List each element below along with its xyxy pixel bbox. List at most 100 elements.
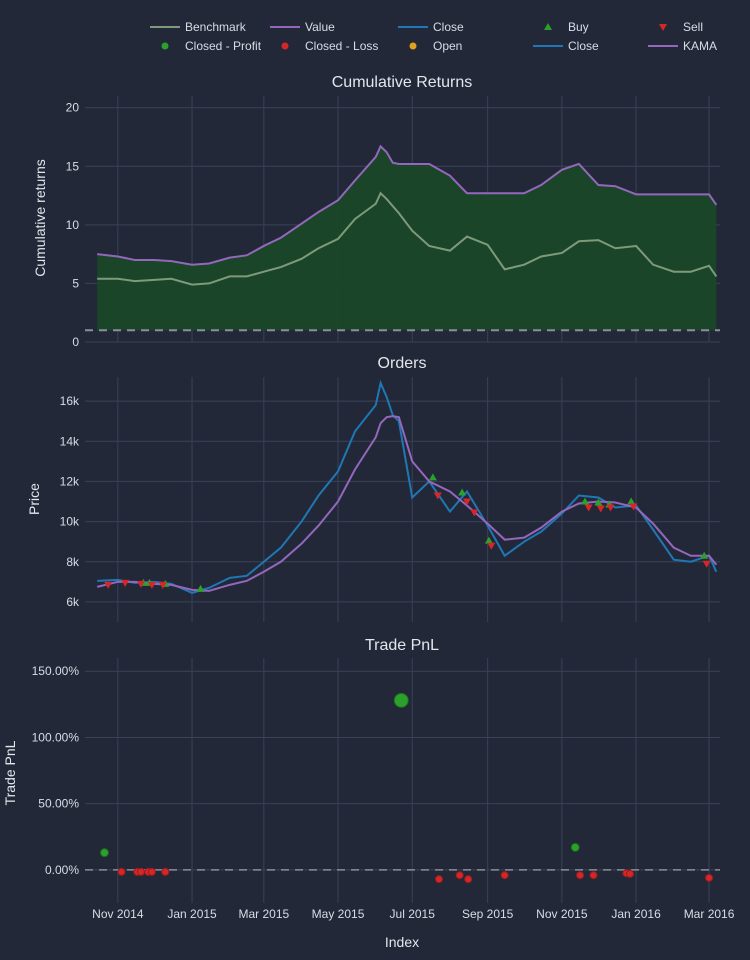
legend-label: Close bbox=[433, 20, 464, 34]
legend-label: Closed - Profit bbox=[185, 39, 262, 53]
legend-dot-swatch bbox=[409, 42, 417, 50]
trade-pnl-title: Trade PnL bbox=[365, 637, 439, 654]
legend-item[interactable]: Sell bbox=[659, 20, 703, 34]
cumulative-returns-ylabel: Cumulative returns bbox=[32, 159, 48, 277]
y-tick-label: 10 bbox=[66, 218, 80, 232]
legend-label: Benchmark bbox=[185, 20, 247, 34]
x-tick-label: Jan 2015 bbox=[167, 907, 217, 921]
buy-marker[interactable] bbox=[627, 497, 636, 505]
x-tick-label: Sep 2015 bbox=[462, 907, 514, 921]
legend-dot-swatch bbox=[281, 42, 289, 50]
y-tick-label: 15 bbox=[66, 159, 80, 173]
value-line bbox=[97, 144, 718, 266]
y-tick-label: 6k bbox=[66, 595, 80, 609]
legend-item[interactable]: Value bbox=[270, 20, 335, 34]
sell-marker[interactable] bbox=[470, 509, 479, 517]
closed-loss-dot[interactable] bbox=[576, 871, 585, 880]
sell-marker[interactable] bbox=[487, 542, 496, 550]
sell-marker[interactable] bbox=[606, 504, 615, 512]
cumulative-returns-panel: Cumulative Returns Cumulative returns 0 5… bbox=[32, 74, 720, 349]
trade-pnl-ylabel: Trade PnL bbox=[2, 740, 18, 805]
trade-pnl-panel: Trade PnL Trade PnL Index 0.00% 50.00% 100… bbox=[2, 637, 735, 950]
legend-label: Closed - Loss bbox=[305, 39, 378, 53]
y-tick-label: 20 bbox=[66, 101, 80, 115]
closed-loss-dot[interactable] bbox=[500, 871, 509, 880]
closed-loss-dot[interactable] bbox=[705, 873, 714, 882]
sell-marker[interactable] bbox=[596, 505, 605, 513]
closed-loss-dot[interactable] bbox=[455, 871, 464, 880]
legend-item[interactable]: Closed - Profit bbox=[161, 39, 262, 53]
y-tick-label: 10k bbox=[60, 515, 80, 529]
legend-item[interactable]: Benchmark bbox=[150, 20, 247, 34]
cumulative-returns-title: Cumulative Returns bbox=[332, 74, 473, 91]
sell-marker[interactable] bbox=[158, 581, 167, 589]
closed-loss-dot[interactable] bbox=[161, 867, 170, 876]
y-tick-label: 100.00% bbox=[32, 730, 80, 744]
legend-label: Buy bbox=[568, 20, 589, 34]
buy-marker[interactable] bbox=[580, 497, 589, 505]
legend-item[interactable]: Close bbox=[398, 20, 464, 34]
legend-triangle-up-swatch bbox=[544, 23, 552, 30]
legend-dot-swatch bbox=[161, 42, 169, 50]
closed-profit-dot[interactable] bbox=[393, 692, 409, 708]
x-axis-label: Index bbox=[385, 934, 419, 950]
sell-marker[interactable] bbox=[121, 579, 130, 587]
sell-marker[interactable] bbox=[433, 492, 442, 500]
x-tick-label: Mar 2016 bbox=[684, 907, 735, 921]
sell-marker[interactable] bbox=[462, 498, 471, 506]
sell-marker[interactable] bbox=[629, 503, 638, 511]
legend-label: Sell bbox=[683, 20, 703, 34]
benchmark-line bbox=[97, 191, 718, 286]
y-tick-label: 12k bbox=[60, 474, 80, 488]
closed-loss-dot[interactable] bbox=[434, 875, 443, 884]
value-area-fill bbox=[97, 146, 717, 331]
x-tick-label: Nov 2015 bbox=[536, 907, 588, 921]
buy-marker[interactable] bbox=[700, 551, 709, 559]
kama-line bbox=[96, 415, 718, 592]
orders-title: Orders bbox=[378, 355, 427, 372]
grid bbox=[85, 377, 720, 622]
sell-marker[interactable] bbox=[104, 581, 113, 589]
y-tick-label: 150.00% bbox=[32, 664, 80, 678]
closed-loss-dot[interactable] bbox=[147, 867, 156, 876]
legend-item[interactable]: Buy bbox=[544, 20, 589, 34]
closed-loss-dot[interactable] bbox=[625, 869, 634, 878]
y-tick-label: 8k bbox=[66, 555, 80, 569]
legend-label: Value bbox=[305, 20, 335, 34]
x-tick-label: Mar 2015 bbox=[238, 907, 289, 921]
y-tick-label: 0.00% bbox=[45, 863, 79, 877]
closed-profit-dot[interactable] bbox=[570, 842, 580, 852]
y-tick-label: 14k bbox=[60, 434, 80, 448]
y-tick-label: 5 bbox=[72, 276, 79, 290]
sell-marker[interactable] bbox=[136, 580, 145, 588]
closed-loss-dot[interactable] bbox=[589, 871, 598, 880]
closed-loss-dot[interactable] bbox=[117, 867, 126, 876]
buy-marker[interactable] bbox=[196, 584, 205, 592]
grid bbox=[85, 658, 720, 903]
y-tick-label: 16k bbox=[60, 394, 80, 408]
x-tick-label: Jul 2015 bbox=[390, 907, 436, 921]
legend-triangle-down-swatch bbox=[659, 24, 667, 31]
legend-item[interactable]: KAMA bbox=[648, 39, 717, 53]
buy-marker[interactable] bbox=[484, 536, 493, 544]
y-tick-label: 50.00% bbox=[38, 797, 79, 811]
x-tick-label: May 2015 bbox=[312, 907, 365, 921]
legend-label: KAMA bbox=[683, 39, 717, 53]
orders-panel: Orders Price 6k 8k 10k 12k 14k 16k bbox=[26, 355, 720, 622]
sell-marker[interactable] bbox=[584, 504, 593, 512]
legend-label: Open bbox=[433, 39, 462, 53]
sell-marker[interactable] bbox=[147, 581, 156, 589]
buy-marker[interactable] bbox=[458, 488, 467, 496]
legend-item[interactable]: Open bbox=[409, 39, 463, 53]
closed-loss-dot[interactable] bbox=[136, 867, 145, 876]
buy-marker[interactable] bbox=[594, 498, 603, 506]
legend-item[interactable]: Close bbox=[533, 39, 599, 53]
legend-item[interactable]: Closed - Loss bbox=[281, 39, 379, 53]
buy-marker[interactable] bbox=[428, 473, 437, 481]
orders-ylabel: Price bbox=[26, 483, 42, 515]
sell-marker[interactable] bbox=[702, 560, 711, 568]
closed-profit-dot[interactable] bbox=[99, 848, 109, 858]
legend[interactable]: Benchmark Value Close Buy Sell Closed - Profi… bbox=[150, 20, 717, 53]
closed-loss-dot[interactable] bbox=[464, 875, 473, 884]
